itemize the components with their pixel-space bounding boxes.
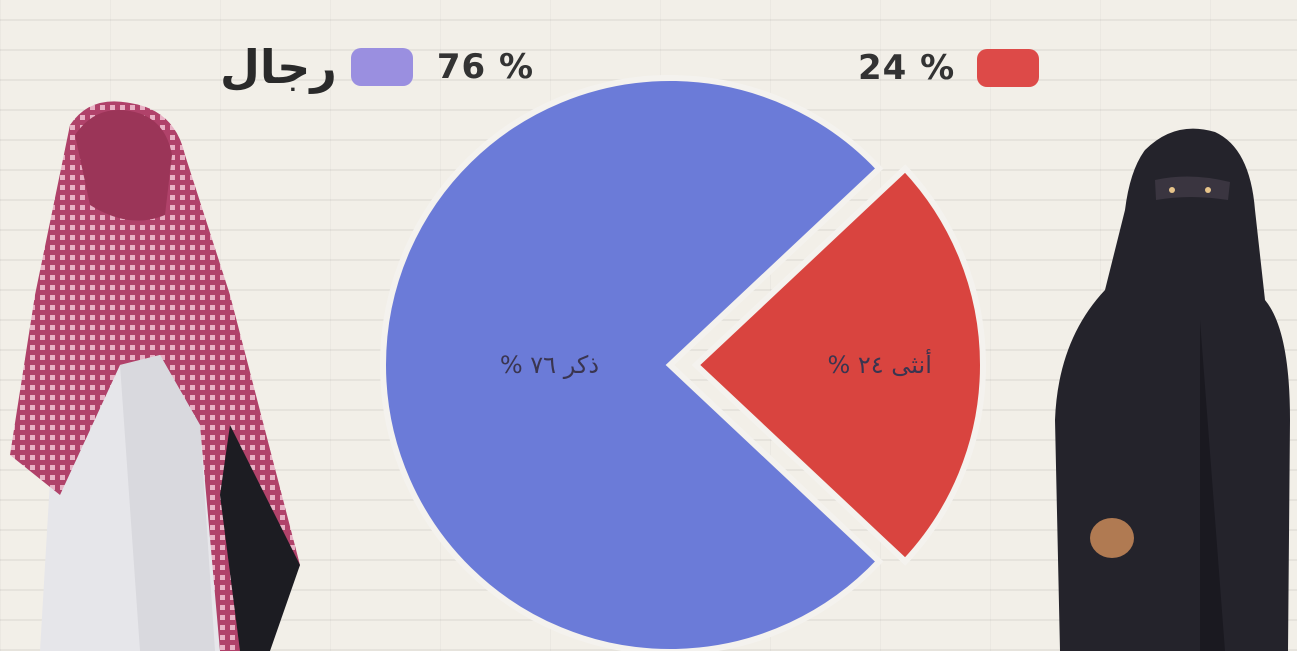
legend-men-percent: 76 % xyxy=(436,47,535,87)
legend-men-label: رجال xyxy=(220,40,337,94)
slice-label-female: أنثى ٢٤ % xyxy=(827,349,931,379)
legend-women-swatch xyxy=(977,49,1040,87)
pie-chart: ذكر ٧٦ % أنثى ٢٤ % xyxy=(380,75,986,651)
legend-men: رجال 76 % xyxy=(220,40,534,94)
legend-women-percent: 24 % xyxy=(858,48,956,88)
man-illustration xyxy=(10,101,300,651)
legend-women: 24 % xyxy=(858,48,1040,88)
pie-slice-female xyxy=(691,164,986,566)
legend-men-swatch xyxy=(350,48,413,86)
slice-label-male: ذكر ٧٦ % xyxy=(500,351,599,379)
woman-illustration xyxy=(1055,128,1290,651)
